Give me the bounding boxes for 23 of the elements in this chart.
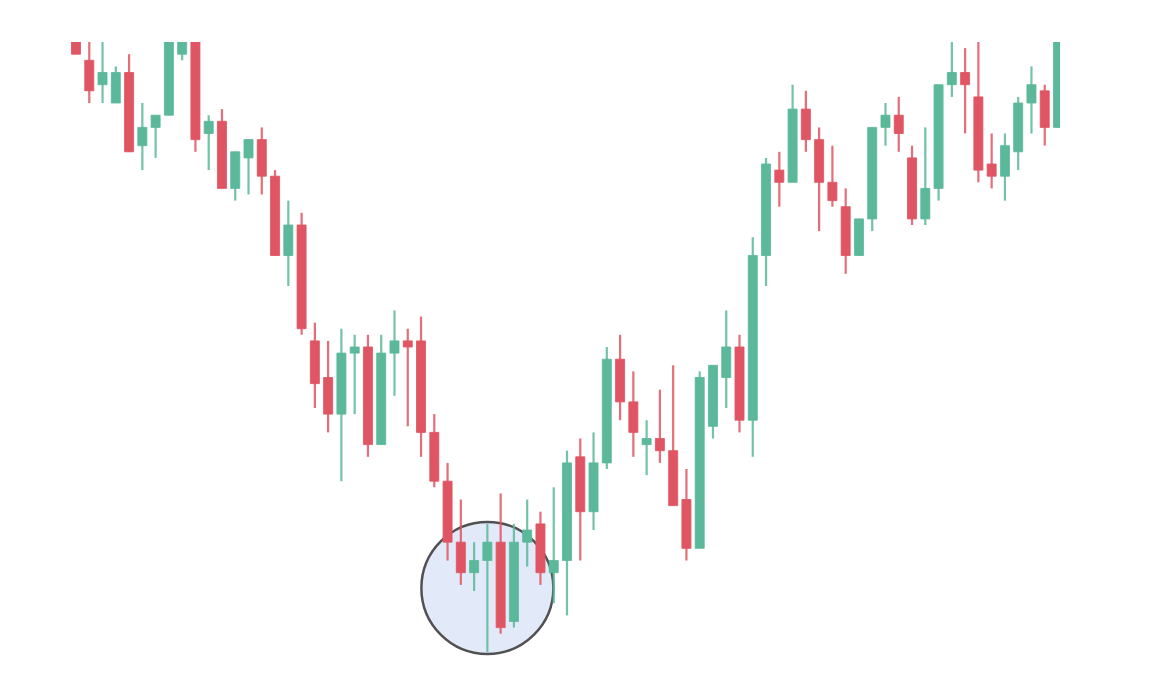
candlestick (522, 498, 533, 568)
candlestick (548, 486, 559, 605)
candlestick (827, 144, 838, 208)
candlestick (654, 388, 665, 465)
candlestick (402, 327, 413, 428)
candlestick (203, 114, 214, 172)
candlestick (893, 95, 904, 153)
candlestick (243, 138, 254, 196)
candlestick (1026, 65, 1037, 135)
candlestick (641, 419, 652, 477)
candlestick (177, 42, 188, 62)
candlestick (946, 42, 957, 99)
candlestick (469, 541, 480, 593)
candlestick (97, 42, 108, 105)
candlestick (986, 132, 997, 190)
candlestick (137, 101, 148, 172)
candlestick (960, 46, 971, 135)
candlestick (482, 522, 493, 654)
candlestick (774, 150, 785, 208)
candlestick (150, 114, 161, 160)
candlestick (349, 333, 360, 416)
candlestick (880, 101, 891, 147)
candlestick (389, 309, 400, 397)
